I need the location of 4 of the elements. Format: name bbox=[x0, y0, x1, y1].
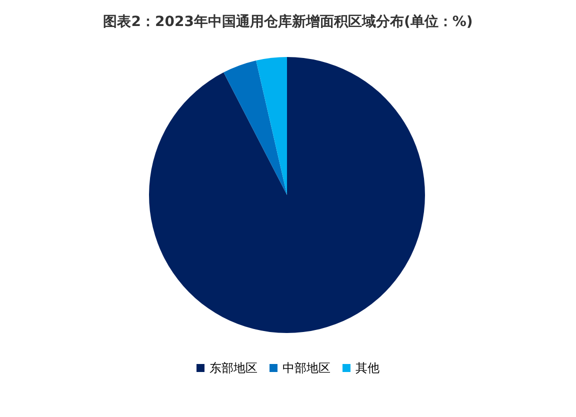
legend-label: 其他 bbox=[356, 361, 380, 375]
chart-title: 图表2：2023年中国通用仓库新增面积区域分布(单位：%) bbox=[103, 13, 473, 30]
legend-label: 东部地区 bbox=[210, 361, 258, 375]
legend-label: 中部地区 bbox=[282, 361, 330, 375]
